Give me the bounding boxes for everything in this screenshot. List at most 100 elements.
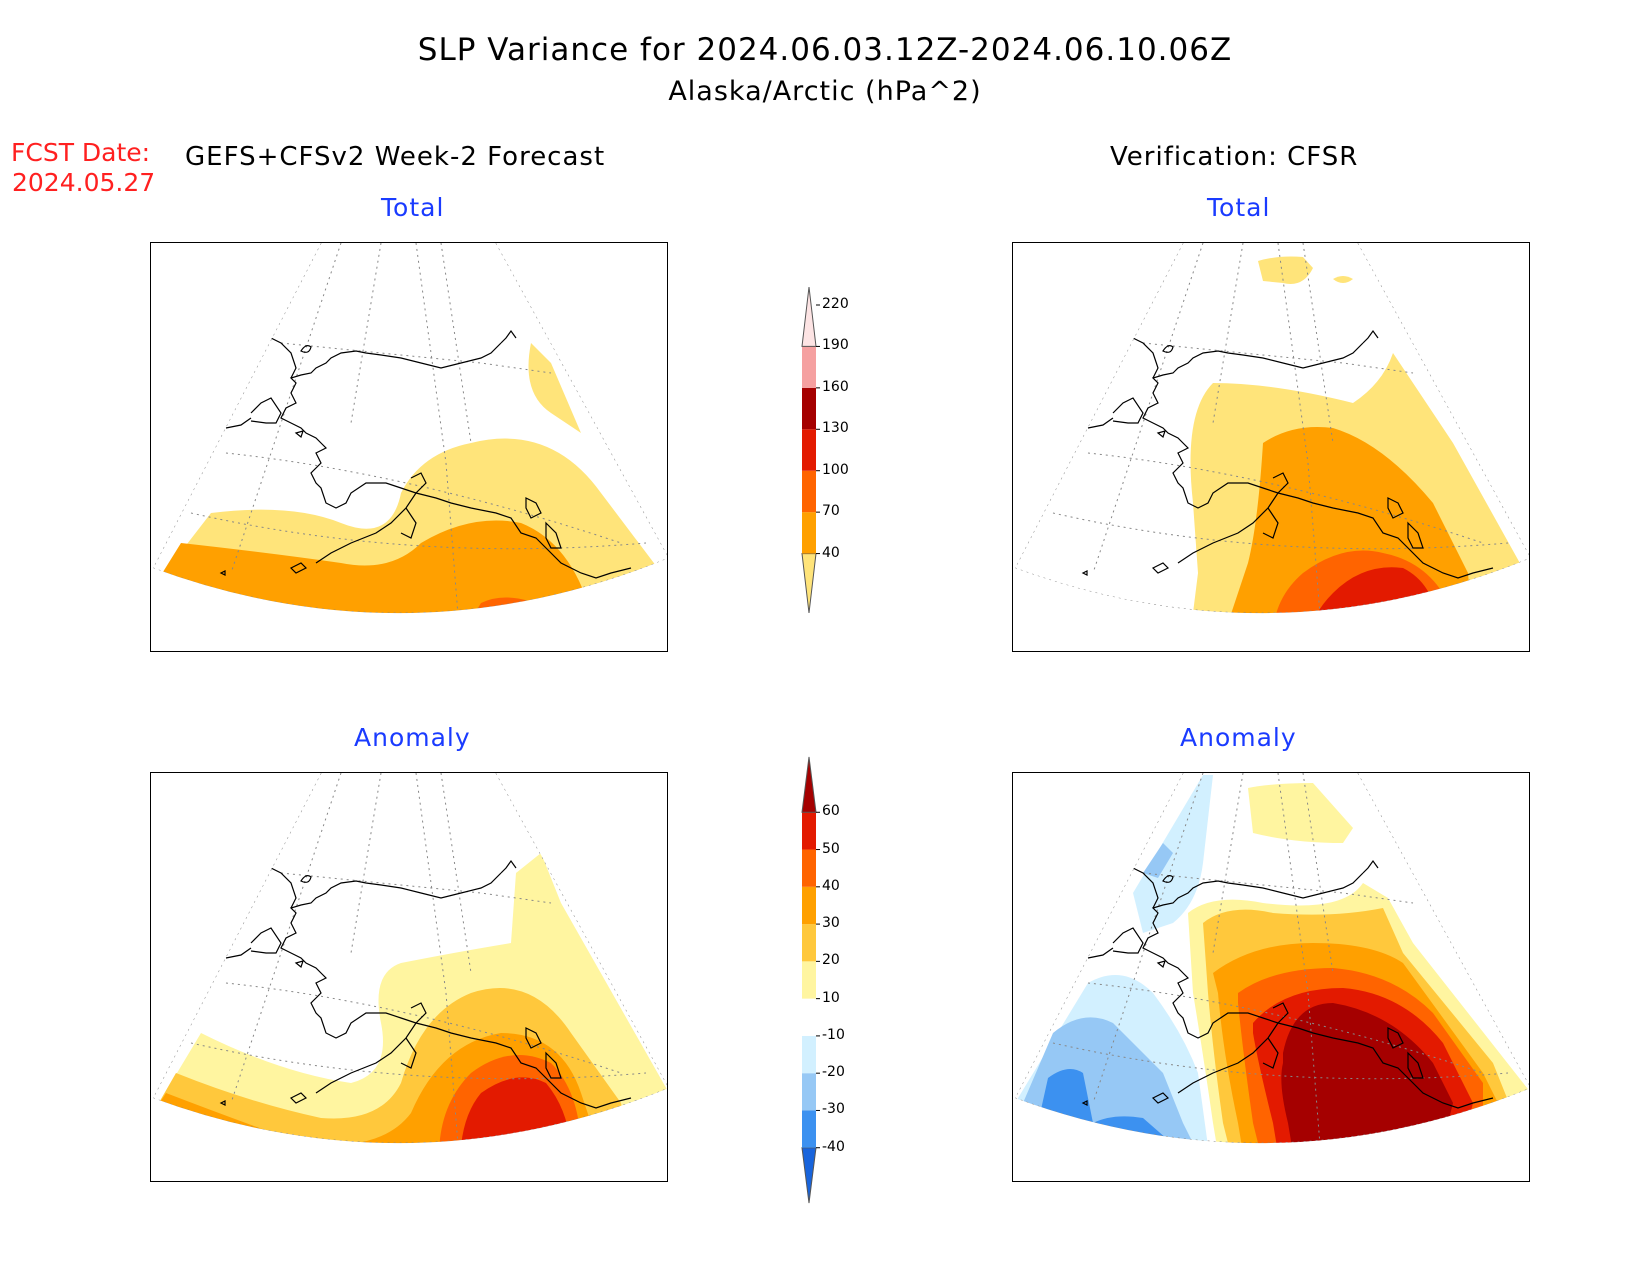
shade-yellow-ne bbox=[528, 343, 581, 433]
coastline-segment bbox=[1262, 1037, 1279, 1069]
shade-lightyellow-n bbox=[1248, 783, 1353, 843]
coastline bbox=[1081, 329, 1494, 579]
total-colorbar-swatches bbox=[801, 286, 820, 614]
graticule bbox=[152, 773, 667, 1181]
colorbar-label: -20 bbox=[822, 1064, 845, 1081]
coastline-segment bbox=[250, 927, 282, 954]
forecast-header: GEFS+CFSv2 Week-2 Forecast bbox=[185, 142, 606, 172]
coastline-segment bbox=[300, 875, 312, 883]
coastline-segment bbox=[1177, 472, 1289, 564]
coastline-segment bbox=[225, 417, 252, 429]
mask-left bbox=[1013, 243, 1183, 568]
coastline-segment bbox=[1362, 859, 1379, 874]
graticule bbox=[1014, 773, 1529, 1181]
verification-header: Verification: CFSR bbox=[1110, 142, 1359, 172]
map-panel-forecast-anomaly bbox=[150, 772, 668, 1182]
graticule-line bbox=[1052, 512, 1509, 550]
coastline-segment bbox=[525, 497, 542, 519]
colorbar-swatch bbox=[802, 924, 816, 962]
colorbar-swatch bbox=[802, 998, 816, 1036]
colorbar-swatch bbox=[802, 387, 816, 430]
coastline-segment bbox=[1407, 1051, 1424, 1079]
coastline-segment bbox=[525, 1027, 542, 1049]
colorbar-label: 60 bbox=[822, 803, 840, 820]
coastline-segment bbox=[500, 859, 517, 874]
colorbar-swatch bbox=[801, 286, 817, 347]
colorbar-label: 130 bbox=[822, 420, 849, 437]
colorbar-label: 40 bbox=[822, 877, 840, 894]
graticule-line bbox=[440, 243, 472, 444]
graticule-line bbox=[440, 773, 472, 974]
graticule-line bbox=[1212, 243, 1244, 424]
figure-title: SLP Variance for 2024.06.03.12Z-2024.06.… bbox=[417, 32, 1233, 68]
panel-label-forecast-total: Total bbox=[381, 193, 445, 222]
coastline-segment bbox=[1151, 562, 1170, 574]
coastline-segment bbox=[219, 1100, 226, 1106]
coastline-segment bbox=[219, 570, 226, 576]
coastline-segment bbox=[545, 521, 562, 549]
coastline-segment bbox=[500, 329, 517, 344]
colorbar-swatch bbox=[801, 553, 817, 614]
shade-yellow-n1 bbox=[1258, 256, 1313, 284]
coastline-segment bbox=[1081, 570, 1088, 576]
panel-label-verification-anomaly: Anomaly bbox=[1180, 723, 1297, 752]
map-panel-verification-total bbox=[1012, 242, 1530, 652]
graticule-line bbox=[415, 773, 462, 1181]
coastline-segment bbox=[1156, 960, 1166, 969]
coastline-segment bbox=[1177, 1002, 1289, 1094]
coastline-segment bbox=[1156, 430, 1166, 439]
colorbar-swatch bbox=[802, 812, 816, 850]
colorbar-swatch bbox=[801, 756, 817, 813]
coastline-segment bbox=[294, 960, 304, 969]
coastline bbox=[219, 329, 632, 579]
colorbar-label: 220 bbox=[822, 296, 849, 312]
colorbar-swatch bbox=[802, 849, 816, 887]
coastline-segment bbox=[1142, 872, 1494, 1109]
graticule-line bbox=[190, 1042, 647, 1080]
coastline-segment bbox=[280, 872, 632, 1109]
coastline-segment bbox=[400, 507, 417, 539]
colorbar-label: 10 bbox=[822, 989, 840, 1006]
coastline-segment bbox=[1087, 417, 1114, 429]
colorbar-label: 160 bbox=[822, 378, 849, 395]
coastline-segment bbox=[545, 1051, 562, 1079]
mask-bottom bbox=[151, 1088, 667, 1181]
fcst-date-label: FCST Date: bbox=[11, 138, 151, 167]
coastline-segment bbox=[400, 1037, 417, 1069]
mask-bottom bbox=[151, 558, 667, 651]
coastline-segment bbox=[1362, 329, 1379, 344]
coastline-segment bbox=[1151, 1092, 1170, 1104]
colorbar-swatch bbox=[801, 1147, 817, 1204]
colorbar-swatch bbox=[802, 961, 816, 999]
coastline-segment bbox=[280, 342, 632, 579]
graticule-line bbox=[415, 243, 462, 651]
coastline-segment bbox=[1387, 1027, 1404, 1049]
graticule-line bbox=[1142, 872, 1414, 904]
colorbar-label: 50 bbox=[822, 840, 840, 857]
coastline-segment bbox=[1087, 947, 1114, 959]
coastline bbox=[1081, 859, 1494, 1109]
colorbar-label: 20 bbox=[822, 952, 840, 969]
graticule-line bbox=[1212, 773, 1244, 954]
coastline-segment bbox=[270, 337, 297, 379]
panel-label-verification-total: Total bbox=[1207, 193, 1271, 222]
coastline-segment bbox=[1142, 342, 1494, 579]
colorbar-swatch bbox=[802, 470, 816, 513]
graticule-line bbox=[1142, 342, 1414, 374]
graticule-line bbox=[1052, 1042, 1509, 1080]
colorbar-swatch bbox=[802, 1110, 816, 1148]
coastline-segment bbox=[1162, 875, 1174, 883]
mask-left bbox=[151, 773, 321, 1098]
total-colorbar: 40 70 100 130 160 190 220 bbox=[800, 285, 880, 615]
coastline-segment bbox=[294, 430, 304, 439]
shade-palecyan-nw bbox=[1133, 775, 1213, 933]
colorbar-swatch bbox=[802, 346, 816, 388]
mask-bottom bbox=[1013, 558, 1529, 651]
coastline-segment bbox=[1162, 345, 1174, 353]
anomaly-colorbar: -40 -30 -20 -10 10 20 30 40 50 60 bbox=[800, 755, 880, 1205]
coastline-segment bbox=[289, 562, 308, 574]
coastline-segment bbox=[1262, 507, 1279, 539]
graticule-line bbox=[190, 512, 647, 550]
colorbar-label: -30 bbox=[822, 1101, 845, 1118]
colorbar-swatch bbox=[802, 886, 816, 925]
